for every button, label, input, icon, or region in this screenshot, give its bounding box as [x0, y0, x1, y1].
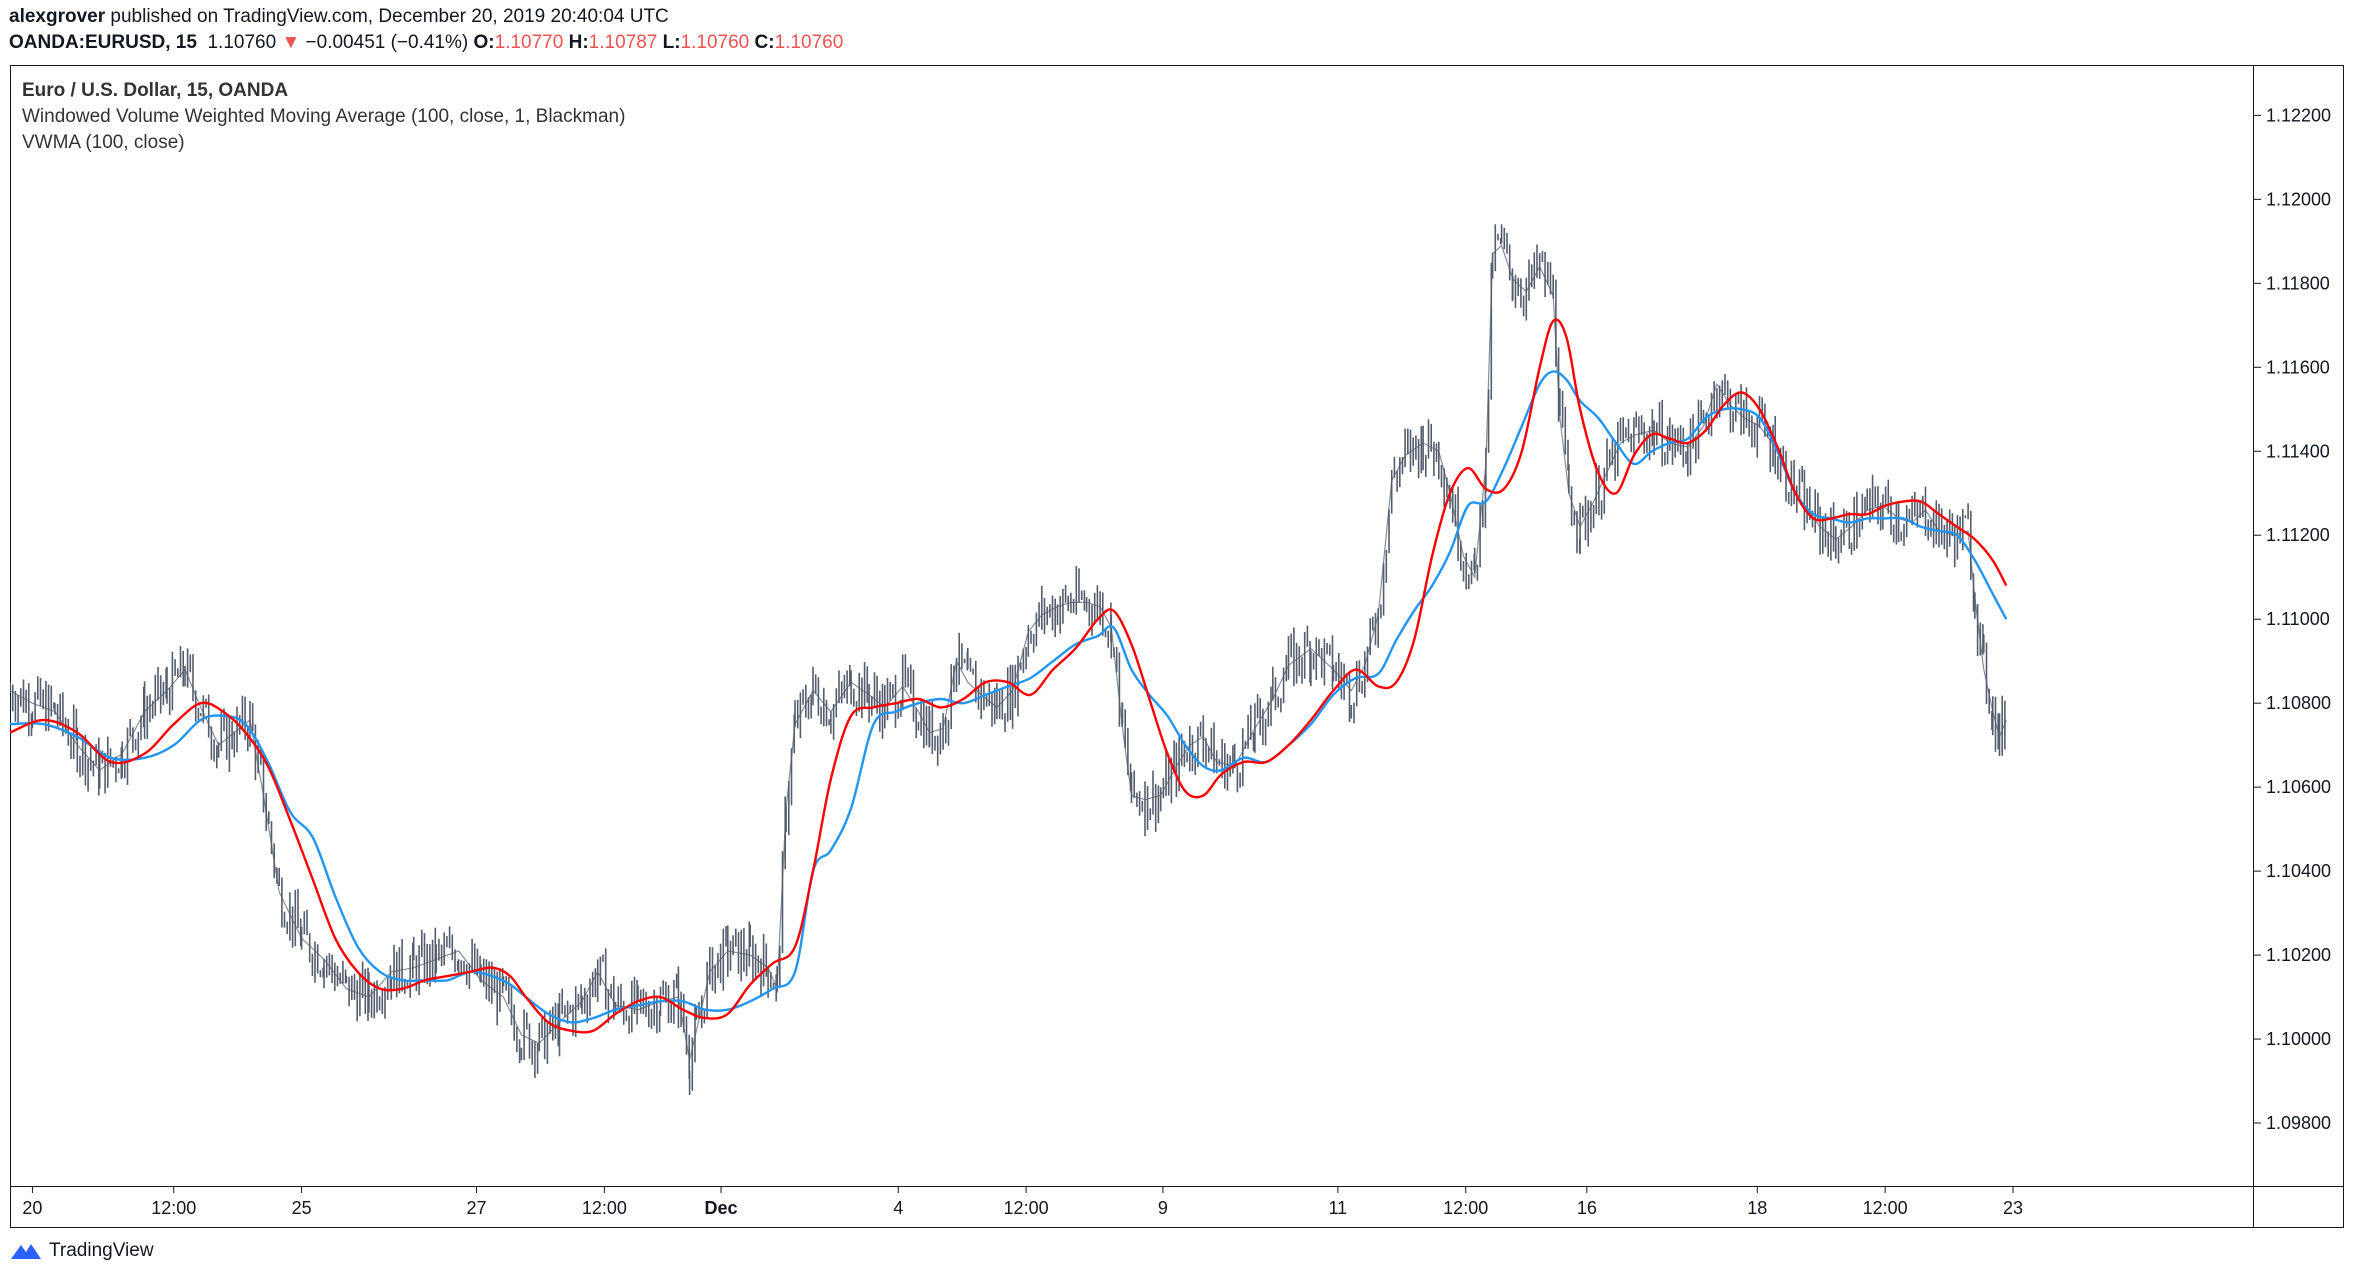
- y-tick-label: 1.11200: [2266, 525, 2330, 545]
- y-tick-label: 1.11800: [2266, 273, 2330, 293]
- low-label: L:: [662, 32, 681, 53]
- high-value: 1.10787: [588, 32, 658, 53]
- x-tick-label: 12:00: [1443, 1198, 1488, 1218]
- author-name[interactable]: alexgrover: [9, 6, 106, 27]
- x-tick-label: 12:00: [1004, 1198, 1049, 1218]
- x-tick-label: Dec: [705, 1198, 738, 1218]
- x-tick-label: 20: [22, 1198, 42, 1218]
- tradingview-logo-icon: [11, 1244, 41, 1259]
- y-tick-label: 1.11600: [2266, 357, 2330, 377]
- x-tick-label: 27: [467, 1198, 487, 1218]
- legend-indicator-vwma[interactable]: VWMA (100, close): [22, 132, 185, 153]
- series-eurusd-close-line: [9, 244, 2007, 1061]
- close-value: 1.10760: [774, 32, 844, 53]
- footer-brand[interactable]: TradingView: [9, 1240, 154, 1262]
- open-label: O:: [473, 32, 495, 53]
- time-axis[interactable]: 20 12:00 25 27 12:00 Dec 4 12:00 9 11 12:00 16 18 12:…: [22, 1186, 2023, 1218]
- published-text: published on TradingView.com, December 2…: [110, 6, 669, 27]
- open-value: 1.10770: [494, 32, 564, 53]
- y-tick-label: 1.10600: [2266, 777, 2331, 797]
- close-label: C:: [754, 32, 775, 53]
- brand-name: TradingView: [49, 1240, 154, 1261]
- x-tick-label: 18: [1747, 1198, 1767, 1218]
- quote-line: OANDA:EURUSD, 15 1.10760 ▼ −0.00451 (−0.…: [9, 32, 843, 54]
- y-tick-label: 1.10000: [2266, 1029, 2331, 1049]
- last-price: 1.10760: [207, 32, 277, 53]
- x-tick-label: 12:00: [1863, 1198, 1908, 1218]
- series-wvwma: [9, 318, 2008, 1034]
- x-tick-label: 4: [893, 1198, 903, 1218]
- x-tick-label: 25: [292, 1198, 312, 1218]
- price-change: −0.00451 (−0.41%): [305, 32, 469, 53]
- legend-instrument[interactable]: Euro / U.S. Dollar, 15, OANDA: [22, 80, 289, 101]
- price-axis[interactable]: 1.09800 1.10000 1.10200 1.10400 1.10600 1.108…: [2253, 105, 2331, 1133]
- legend-indicator-wvwma[interactable]: Windowed Volume Weighted Moving Average …: [22, 106, 626, 127]
- y-tick-label: 1.10200: [2266, 945, 2331, 965]
- indicator-lines: [9, 318, 2008, 1034]
- chart-legend: Euro / U.S. Dollar, 15, OANDA Windowed V…: [22, 78, 625, 156]
- down-arrow-icon: ▼: [281, 32, 301, 53]
- chart-border: [10, 65, 2344, 1228]
- series-eurusd: [9, 224, 2006, 1095]
- y-tick-label: 1.11400: [2266, 441, 2330, 461]
- y-tick-label: 1.10800: [2266, 693, 2331, 713]
- y-tick-label: 1.12000: [2266, 189, 2331, 209]
- y-tick-label: 1.12200: [2266, 105, 2331, 125]
- chart-frame[interactable]: 1.09800 1.10000 1.10200 1.10400 1.10600 1.108…: [9, 65, 2344, 1228]
- x-tick-label: 12:00: [151, 1198, 196, 1218]
- price-bars: [9, 224, 2007, 1095]
- x-tick-label: 9: [1158, 1198, 1168, 1218]
- y-tick-label: 1.09800: [2266, 1113, 2331, 1133]
- y-tick-label: 1.10400: [2266, 861, 2331, 881]
- symbol-label: OANDA:EURUSD, 15: [9, 32, 197, 53]
- x-tick-label: 12:00: [582, 1198, 627, 1218]
- low-value: 1.10760: [680, 32, 750, 53]
- price-chart[interactable]: 1.09800 1.10000 1.10200 1.10400 1.10600 1.108…: [9, 65, 2344, 1228]
- publish-line: alexgrover published on TradingView.com,…: [9, 6, 669, 28]
- y-tick-label: 1.11000: [2266, 609, 2330, 629]
- x-tick-label: 11: [1329, 1198, 1348, 1218]
- x-tick-label: 16: [1577, 1198, 1597, 1218]
- high-label: H:: [568, 32, 589, 53]
- x-tick-label: 23: [2003, 1198, 2023, 1218]
